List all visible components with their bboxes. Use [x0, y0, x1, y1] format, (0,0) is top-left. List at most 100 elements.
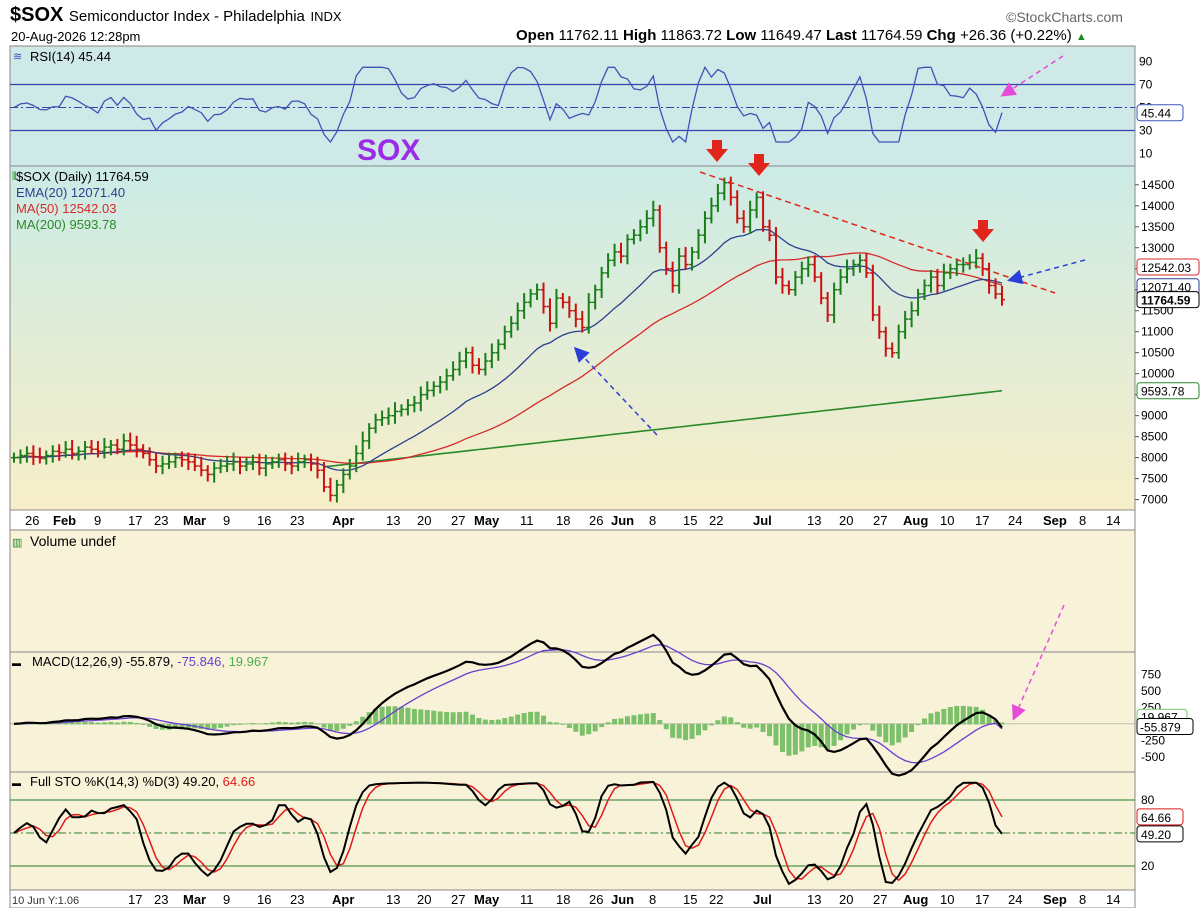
macd-hist-bar: [172, 723, 178, 729]
ohlc-bar: [424, 381, 431, 400]
macd-hist-bar: [618, 718, 624, 725]
macd-hist-bar: [457, 712, 463, 725]
macd-hist-bar: [431, 710, 437, 725]
ema20-line: [13, 228, 1003, 472]
ohlc-bar: [895, 324, 902, 359]
price-tick-label: 14000: [1141, 199, 1175, 213]
pink-arrow-rsi: [1000, 55, 1064, 97]
macd-hist-bar: [553, 722, 559, 725]
macd-hist-bar: [592, 723, 598, 732]
macd-hist-bar: [269, 722, 275, 725]
macd-hist-bar: [566, 723, 572, 728]
xaxis-label: Mar: [183, 513, 206, 528]
macd-hist-bar: [541, 715, 547, 725]
ohlc-bar: [824, 292, 831, 323]
xaxis-label: 23: [290, 513, 304, 528]
ohlc-bar: [385, 407, 392, 425]
ohlc-bar: [456, 351, 463, 376]
price-value-box: [1136, 291, 1200, 309]
ohlc-bar: [366, 423, 373, 450]
macd-hist-bar: [114, 722, 120, 725]
xaxis-label-bottom: Jun: [611, 892, 634, 907]
resistance-trendline: [699, 171, 1056, 294]
macd-hist-bar: [405, 707, 411, 725]
ohlc-bar: [508, 316, 515, 338]
price-panel-bg: [9, 165, 1136, 511]
ohlc-bar: [592, 284, 599, 310]
red-down-arrow-icon: [748, 154, 770, 176]
xaxis-label-bottom: 8: [1079, 892, 1086, 907]
macd-hist-bar: [786, 723, 792, 756]
macd-hist-bar: [243, 723, 249, 725]
xaxis-label: 16: [257, 513, 271, 528]
ohlc-bar: [772, 226, 779, 285]
ohlc-bar: [856, 254, 863, 273]
low-label: Low: [726, 27, 757, 44]
ohlc-bar: [650, 200, 657, 227]
ohlc-bar: [837, 268, 844, 295]
xaxis-label: 9: [94, 513, 101, 528]
ohlc-bar: [682, 246, 689, 270]
macd-hist-bar: [108, 721, 114, 725]
ohlc-bar: [637, 219, 644, 242]
macd-hist-bar: [424, 709, 430, 725]
price-legend-item: $SOX (Daily) 11764.59: [16, 169, 149, 184]
ohlc-bar: [992, 278, 999, 299]
macd-hist-bar: [573, 723, 579, 732]
ohlc-bar: [30, 445, 37, 465]
macd-hist-bar: [147, 723, 153, 727]
macd-hist-bar: [437, 711, 443, 725]
quote-line: Open 11762.11 High 11863.72 Low 11649.47…: [516, 27, 1087, 44]
macd-hist-bar: [185, 723, 191, 728]
ohlc-bar: [159, 455, 166, 475]
ohlc-bar: [269, 456, 276, 469]
xaxis-label-bottom: 24: [1008, 892, 1022, 907]
xaxis-label-bottom: 23: [154, 892, 168, 907]
symbol-text: $SOX: [10, 4, 64, 26]
volume-panel-bg: [9, 529, 1136, 653]
ohlc-bar: [211, 462, 218, 483]
ohlc-bar: [669, 261, 676, 293]
macd-value-box-label: -55.879: [1140, 721, 1181, 735]
xaxis-label-bottom: 8: [649, 892, 656, 907]
ohlc-bar: [437, 375, 444, 394]
ohlc-bar: [902, 310, 909, 339]
price-value-box: [1136, 382, 1200, 400]
ohlc-bar: [69, 440, 76, 460]
ohlc-bar: [915, 288, 922, 316]
macd-hist-bar: [366, 712, 372, 725]
ohlc-bar: [934, 268, 941, 294]
ohlc-bar: [340, 468, 347, 494]
ohlc-bar: [301, 454, 308, 468]
macd-hist-bar: [799, 723, 805, 752]
price-tick-label: 7000: [1141, 493, 1168, 507]
macd-hist-bar: [373, 708, 379, 725]
macd-hist-bar: [521, 713, 527, 725]
macd-hist-bar: [728, 717, 734, 725]
xaxis-label-bottom: 22: [709, 892, 723, 907]
macd-hist-bar: [760, 723, 766, 732]
rsi-tick-label: 90: [1139, 55, 1153, 69]
xaxis-label: 14: [1106, 513, 1120, 528]
xaxis-label: 26: [25, 513, 39, 528]
macd-hist-bar: [631, 715, 637, 725]
rsi-tick-label: 30: [1139, 124, 1153, 138]
xaxis-label: Apr: [332, 513, 354, 528]
macd-hist-bar: [663, 723, 669, 730]
macd-hist-bar: [624, 716, 630, 725]
macd-hist-bar: [560, 723, 566, 725]
ohlc-bar: [127, 432, 134, 453]
rsi-tick-label: 70: [1139, 78, 1153, 92]
volume-label: Volume undef: [30, 533, 116, 549]
macd-hist-bar: [857, 723, 863, 726]
ohlc-bar: [605, 253, 612, 278]
xaxis-label-bottom: 27: [873, 892, 887, 907]
macd-panel-bg: [9, 651, 1136, 773]
ohlc-bar: [430, 381, 437, 397]
ohlc-bar: [11, 452, 17, 463]
ohlc-bar: [986, 262, 993, 294]
ohlc-bar: [785, 280, 792, 295]
ohlc-bar: [482, 352, 489, 376]
macd-tick-label: -250: [1141, 733, 1165, 747]
ohlc-bar: [714, 183, 721, 212]
